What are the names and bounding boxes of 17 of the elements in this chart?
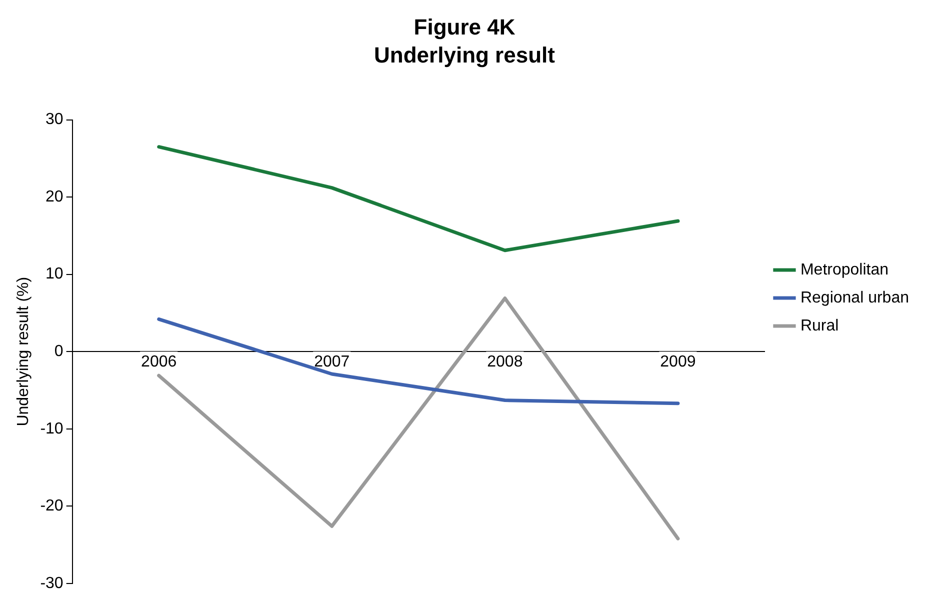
x-tick-label: 2006: [141, 354, 177, 371]
legend-label: Regional urban: [800, 289, 910, 306]
x-tick-label: 2009: [660, 354, 696, 371]
legend-label: Rural: [800, 317, 839, 334]
chart-title: Figure 4K: [414, 14, 516, 40]
y-tick-label: 30: [46, 111, 64, 128]
x-tick-label: 2007: [314, 354, 350, 371]
y-axis-title: Underlying result (%): [15, 276, 32, 426]
legend-label: Metropolitan: [800, 261, 889, 278]
x-tick-label: 2008: [487, 354, 523, 371]
y-tick-label: 0: [54, 343, 64, 360]
y-tick-label: 10: [46, 266, 64, 283]
y-tick-label: -30: [40, 574, 64, 592]
y-tick-label: -20: [40, 498, 64, 515]
y-tick-label: 20: [46, 188, 64, 206]
y-tick-label: -10: [40, 420, 64, 438]
chart-subtitle: Underlying result: [374, 42, 556, 68]
